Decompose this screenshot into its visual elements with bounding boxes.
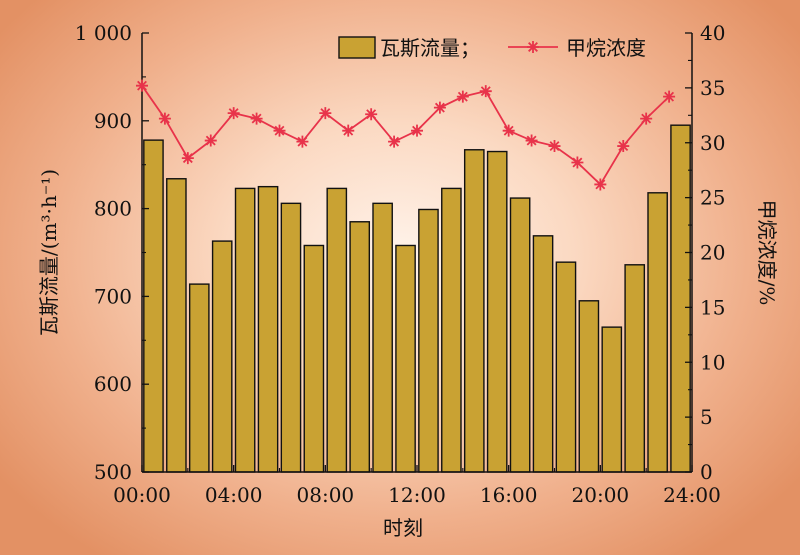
y-right-tick-label: 15 — [700, 295, 725, 319]
y-left-tick-label: 900 — [94, 109, 132, 133]
bar-flow-3 — [211, 240, 233, 473]
point-methane-19 — [571, 156, 584, 169]
point-methane-9 — [342, 124, 355, 137]
y-right-tick-label: 0 — [700, 460, 713, 484]
legend-label-flow: 瓦斯流量； — [380, 36, 480, 60]
y-axis-left-title: 瓦斯流量/(m³·h⁻¹) — [37, 169, 61, 336]
x-tick-label: 12:00 — [388, 483, 446, 507]
y-right-tick-label: 10 — [700, 350, 725, 374]
bar-flow-8 — [326, 187, 348, 473]
bar-flow-14 — [463, 149, 485, 473]
x-tick-label: 00:00 — [113, 483, 171, 507]
y-axis-right-title: 甲烷浓度/% — [755, 200, 779, 306]
bar-flow-4 — [234, 187, 256, 473]
point-methane-4 — [227, 107, 240, 120]
bar-flow-12 — [418, 208, 439, 473]
y-right-tick-label: 40 — [700, 21, 725, 45]
point-methane-12 — [411, 124, 423, 137]
line-methane-concentration — [141, 85, 670, 186]
point-methane-21 — [617, 140, 630, 153]
legend-label-methane: 甲烷浓度 — [566, 36, 646, 60]
y-left-tick-label: 600 — [94, 372, 132, 396]
point-methane-1 — [158, 112, 171, 125]
bar-flow-23 — [670, 124, 691, 473]
bar-flow-21 — [624, 264, 646, 473]
point-methane-5 — [250, 112, 263, 125]
point-methane-2 — [181, 152, 194, 165]
y-left-tick-label: 700 — [94, 284, 132, 308]
bar-flow-18 — [555, 261, 577, 473]
point-methane-7 — [296, 135, 309, 148]
bar-flow-11 — [395, 244, 416, 473]
y-left-tick-label: 500 — [94, 460, 132, 484]
point-methane-20 — [594, 178, 607, 191]
point-methane-11 — [388, 135, 401, 148]
bar-flow-20 — [601, 326, 623, 473]
bar-flow-17 — [532, 235, 554, 473]
bar-flow-10 — [372, 202, 393, 473]
y-right-tick-label: 5 — [700, 405, 713, 429]
y-left-tick-label: 1 000 — [75, 21, 132, 45]
y-right-tick-label: 30 — [700, 131, 725, 155]
x-tick-label: 16:00 — [480, 483, 538, 507]
x-tick-label: 20:00 — [572, 483, 630, 507]
x-tick-label: 08:00 — [297, 483, 355, 507]
bar-flow-22 — [647, 192, 668, 473]
bar-flow-6 — [280, 202, 302, 473]
bar-flow-13 — [441, 187, 462, 473]
point-methane-17 — [525, 134, 538, 147]
point-methane-3 — [204, 134, 217, 147]
y-left-tick-label: 800 — [94, 197, 132, 221]
bar-flow-16 — [509, 197, 531, 473]
point-methane-13 — [433, 101, 446, 114]
legend-swatch-flow — [338, 36, 376, 59]
bar-flow-2 — [188, 283, 210, 473]
bar-flow-9 — [349, 221, 371, 473]
point-methane-15 — [479, 85, 492, 98]
point-methane-6 — [273, 124, 286, 137]
bar-flow-7 — [303, 244, 325, 473]
bar-flow-0 — [143, 139, 164, 473]
x-tick-label: 04:00 — [205, 483, 263, 507]
y-right-tick-label: 25 — [700, 186, 725, 210]
y-right-tick-label: 35 — [700, 76, 725, 100]
point-methane-10 — [365, 108, 378, 121]
point-methane-23 — [663, 90, 676, 103]
y-right-tick-label: 20 — [700, 241, 725, 265]
legend-swatch-methane-marker — [527, 41, 539, 53]
bar-flow-15 — [486, 150, 508, 473]
bar-flow-5 — [257, 185, 279, 473]
x-axis-title: 时刻 — [383, 516, 423, 540]
point-methane-14 — [456, 90, 469, 103]
point-methane-18 — [548, 140, 561, 153]
point-methane-22 — [640, 112, 653, 125]
bar-flow-19 — [578, 300, 600, 473]
bar-flow-1 — [166, 178, 187, 473]
point-methane-16 — [502, 124, 515, 137]
x-tick-label: 24:00 — [663, 483, 721, 507]
point-methane-0 — [136, 79, 148, 92]
point-methane-8 — [319, 107, 332, 120]
